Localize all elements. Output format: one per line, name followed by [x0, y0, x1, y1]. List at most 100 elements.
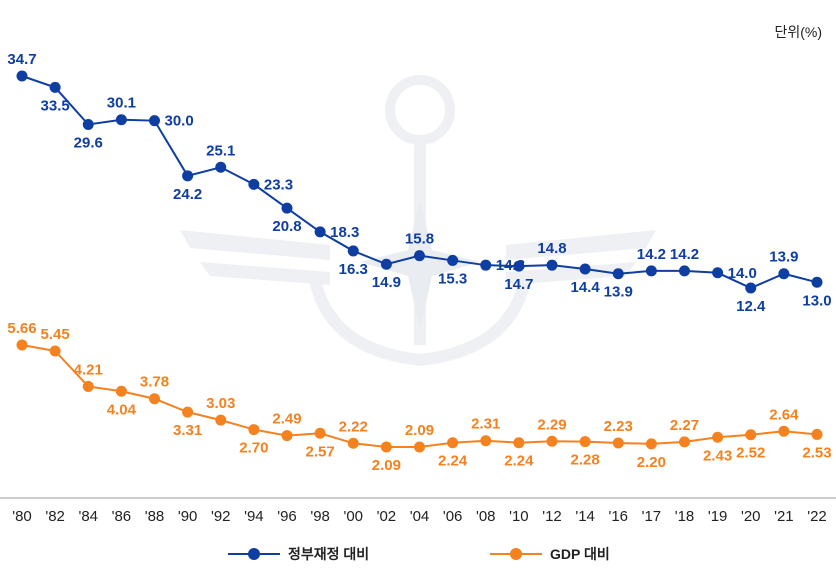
data-label: 15.8: [405, 231, 434, 248]
data-point: [480, 435, 492, 447]
data-label: 14.7: [504, 276, 533, 293]
x-tick-label: '08: [476, 508, 496, 525]
data-label: 2.52: [736, 445, 765, 462]
x-tick-label: '02: [377, 508, 397, 525]
data-label: 5.66: [7, 320, 36, 337]
data-label: 24.2: [173, 186, 202, 203]
x-tick-label: '90: [178, 508, 198, 525]
x-tick-label: '17: [642, 508, 662, 525]
legend: 정부재정 대비 GDP 대비: [0, 544, 836, 568]
data-point: [49, 81, 61, 93]
data-label: 4.04: [107, 401, 137, 418]
data-label: 2.49: [272, 411, 301, 428]
data-point: [712, 431, 724, 443]
data-label: 3.03: [206, 395, 235, 412]
x-tick-label: '96: [277, 508, 297, 525]
x-tick-label: '98: [310, 508, 330, 525]
data-point: [645, 438, 657, 450]
x-tick-label: '19: [708, 508, 728, 525]
data-label: 12.4: [736, 298, 766, 315]
data-label: 14.9: [372, 274, 401, 291]
data-point: [645, 265, 657, 277]
data-point: [447, 254, 459, 266]
series-government-budget: 34.7 33.5 29.6 30.1 30.0 24.2 25.1 23.3 20.8 18.3…: [7, 51, 831, 315]
data-point: [778, 425, 790, 437]
data-point: [380, 258, 392, 270]
data-point: [347, 245, 359, 257]
data-point: [811, 276, 823, 288]
x-tick-label: '86: [112, 508, 132, 525]
data-label: 2.20: [637, 454, 666, 471]
legend-label-government-budget: 정부재정 대비: [288, 546, 370, 562]
x-tick-label: '22: [807, 508, 827, 525]
data-label: 2.27: [670, 417, 699, 434]
data-label: 2.24: [438, 453, 468, 470]
x-tick-label: '12: [542, 508, 562, 525]
x-tick-label: '14: [575, 508, 595, 525]
data-label: 16.3: [339, 261, 368, 278]
x-tick-label: '20: [741, 508, 761, 525]
data-label: 13.9: [604, 284, 633, 301]
legend-label-gdp: GDP 대비: [550, 546, 610, 562]
data-label: 30.1: [107, 95, 136, 112]
x-tick-label: '80: [12, 508, 32, 525]
data-point: [149, 393, 160, 405]
data-label: 2.31: [471, 416, 500, 433]
data-label: 2.57: [306, 443, 335, 460]
legend-swatch-government-budget: [228, 547, 280, 561]
data-point: [712, 267, 724, 279]
series-gdp: 5.66 5.45 4.21 4.043.78 3.313.03 2.702.49 2.57…: [7, 320, 831, 474]
data-label: 30.0: [165, 113, 194, 130]
data-point: [314, 226, 326, 238]
data-point: [612, 437, 624, 449]
data-point: [347, 437, 359, 449]
data-label: 2.24: [504, 453, 534, 470]
data-label: 13.0: [802, 292, 831, 309]
data-label: 2.09: [372, 457, 401, 474]
data-point: [546, 435, 558, 447]
data-point: [281, 430, 293, 442]
legend-item-government-budget: 정부재정 대비: [228, 544, 369, 564]
data-label: 2.64: [769, 406, 799, 423]
data-point: [49, 345, 61, 357]
data-point: [579, 436, 591, 448]
data-label: 2.23: [604, 418, 633, 435]
data-point: [82, 380, 94, 392]
x-tick-label: '00: [343, 508, 363, 525]
data-label: 2.70: [239, 440, 268, 457]
data-point: [513, 260, 525, 272]
data-point: [811, 428, 823, 440]
series-layer: 34.7 33.5 29.6 30.1 30.0 24.2 25.1 23.3 20.8 18.3…: [7, 51, 831, 474]
data-point: [380, 441, 392, 453]
data-label: 4.21: [74, 361, 103, 378]
x-tick-label: '82: [45, 508, 65, 525]
data-label: 14.8: [537, 240, 566, 257]
x-tick-label: '84: [78, 508, 98, 525]
data-point: [115, 385, 127, 397]
data-point: [182, 170, 194, 182]
x-tick-label: '04: [410, 508, 430, 525]
data-point: [215, 414, 227, 426]
legend-swatch-gdp: [490, 547, 542, 561]
data-point: [546, 259, 558, 271]
data-point: [612, 268, 624, 280]
data-label: 2.09: [405, 422, 434, 439]
x-tick-label: '06: [443, 508, 463, 525]
data-point: [115, 114, 127, 126]
unit-label: 단위(%): [774, 24, 822, 40]
data-label: 2.29: [537, 416, 566, 433]
data-label: 3.78: [140, 374, 169, 391]
data-point: [149, 115, 160, 127]
x-tick-label: '88: [145, 508, 165, 525]
x-tick-label: '21: [774, 508, 794, 525]
data-label: 13.9: [769, 249, 798, 266]
data-label: 2.28: [571, 452, 600, 469]
data-point: [745, 282, 757, 294]
data-label: 15.3: [438, 270, 467, 287]
x-tick-label: '10: [509, 508, 529, 525]
x-tick-label: '92: [211, 508, 231, 525]
data-point: [447, 437, 459, 449]
data-point: [480, 259, 492, 271]
data-point: [314, 427, 326, 439]
